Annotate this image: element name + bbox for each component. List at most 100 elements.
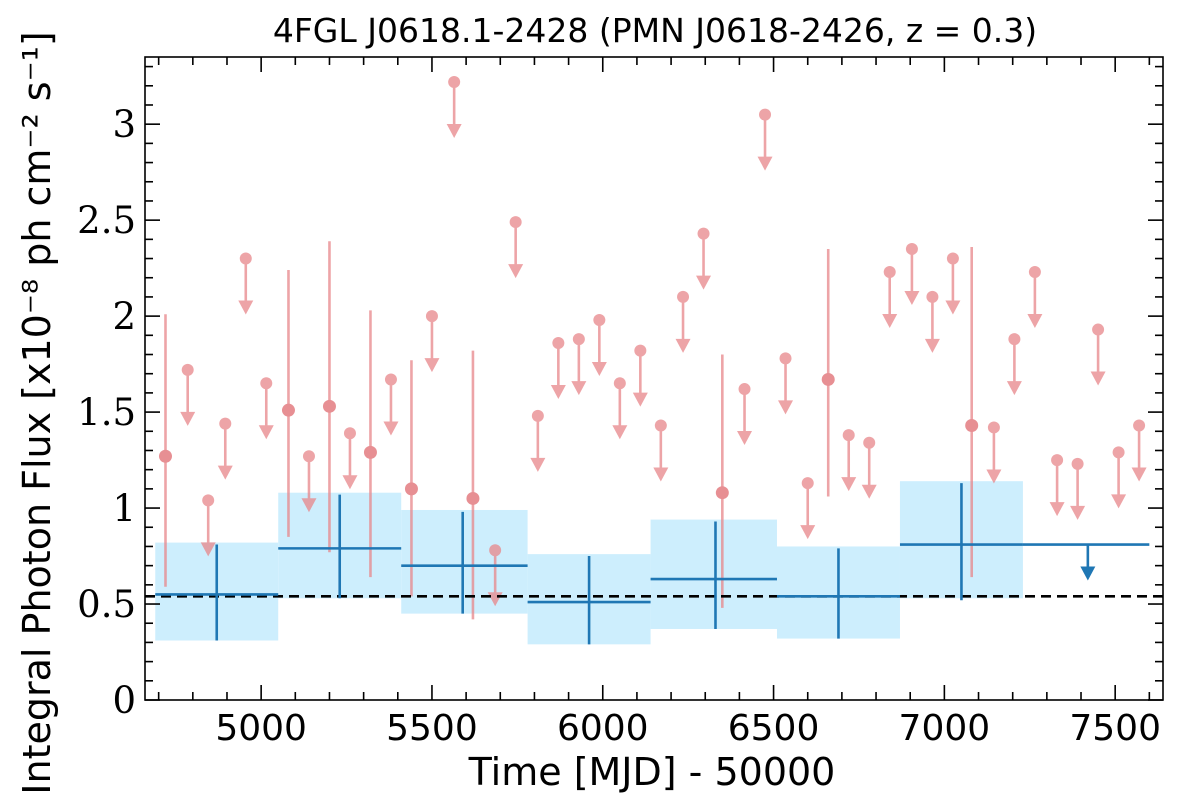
short-bin-upper-limit bbox=[508, 216, 524, 279]
short-bin-upper-limit bbox=[550, 336, 566, 399]
upper-limit-arrowhead bbox=[508, 264, 524, 279]
upper-limit-point bbox=[946, 252, 959, 265]
upper-limit-arrowhead bbox=[757, 156, 773, 171]
upper-limit-point bbox=[883, 265, 896, 278]
upper-limit-arrowhead bbox=[632, 392, 648, 407]
upper-limit-point bbox=[987, 421, 1000, 434]
upper-limit-arrowhead bbox=[180, 411, 196, 426]
upper-limit-point bbox=[801, 477, 814, 490]
upper-limit-point bbox=[1133, 419, 1146, 432]
upper-limit-point bbox=[779, 352, 792, 365]
upper-limit-arrowhead bbox=[612, 425, 628, 440]
short-bin-upper-limit bbox=[696, 227, 712, 290]
y-tick-label: 1 bbox=[112, 487, 136, 530]
short-bin-upper-limit bbox=[841, 429, 857, 492]
upper-limit-point bbox=[448, 75, 461, 88]
y-tick-label: 1.5 bbox=[77, 391, 136, 434]
long-bin-measurement bbox=[278, 494, 402, 599]
short-bin-upper-limit bbox=[800, 477, 816, 540]
short-bin-detection bbox=[158, 314, 172, 587]
y-axis-label: Integral Photon Flux [x10⁻⁸ ph cm⁻² s⁻¹] bbox=[15, 31, 59, 794]
long-bin-measurement bbox=[527, 556, 651, 645]
detection-point bbox=[466, 491, 480, 505]
detection-point bbox=[158, 449, 172, 463]
upper-limit-arrowhead bbox=[1111, 494, 1127, 509]
short-bin-detection bbox=[363, 310, 377, 578]
upper-limit-point bbox=[219, 417, 232, 430]
short-bin-detection bbox=[965, 247, 979, 578]
short-bin-upper-limit bbox=[675, 290, 691, 353]
upper-limit-arrowhead bbox=[653, 467, 669, 482]
short-bin-upper-limit bbox=[1131, 419, 1147, 482]
short-bin-upper-limit bbox=[1090, 323, 1106, 386]
plot-area bbox=[145, 75, 1163, 645]
short-bin-upper-limit bbox=[446, 75, 462, 138]
y-tick-label: 2 bbox=[112, 295, 136, 338]
upper-limit-point bbox=[738, 383, 751, 396]
long-bin-upper-limit bbox=[1022, 543, 1150, 581]
short-bin-upper-limit bbox=[180, 363, 196, 426]
upper-limit-point bbox=[302, 450, 315, 463]
long-bin-measurement bbox=[776, 548, 900, 639]
upper-limit-point bbox=[634, 344, 647, 357]
upper-limit-arrowhead bbox=[986, 469, 1002, 484]
upper-limit-arrowhead bbox=[446, 123, 462, 138]
short-bin-upper-limit bbox=[945, 252, 961, 315]
short-bin-detection bbox=[821, 248, 835, 497]
upper-limit-point bbox=[593, 313, 606, 326]
upper-limit-arrowhead bbox=[861, 484, 877, 499]
y-tick-label: 0.5 bbox=[77, 583, 136, 626]
upper-limit-point bbox=[572, 333, 585, 346]
short-bin-upper-limit bbox=[653, 419, 669, 482]
short-bin-upper-limit bbox=[301, 450, 317, 513]
x-tick-label: 6000 bbox=[557, 708, 649, 749]
y-tick-label: 0 bbox=[112, 679, 136, 722]
x-tick-label: 7000 bbox=[899, 708, 991, 749]
detection-point bbox=[363, 445, 377, 459]
plot-frame bbox=[144, 56, 1164, 701]
upper-limit-point bbox=[260, 377, 273, 390]
short-bin-upper-limit bbox=[924, 290, 940, 353]
upper-limit-arrowhead bbox=[945, 300, 961, 315]
upper-limit-arrowhead bbox=[550, 384, 566, 399]
upper-limit-point bbox=[842, 429, 855, 442]
short-bin-upper-limit bbox=[861, 436, 877, 499]
x-tick-label: 7500 bbox=[1069, 708, 1161, 749]
short-bin-upper-limit bbox=[1070, 457, 1086, 520]
short-bin-upper-limit bbox=[424, 310, 440, 373]
upper-limit-point bbox=[926, 290, 939, 303]
flux-band bbox=[650, 519, 777, 629]
upper-limit-point bbox=[677, 290, 690, 303]
upper-limit-arrowhead bbox=[904, 290, 920, 305]
upper-limit-point bbox=[1008, 333, 1021, 346]
upper-limit-point bbox=[613, 377, 626, 390]
upper-limit-point bbox=[509, 216, 522, 229]
short-bin-upper-limit bbox=[1111, 446, 1127, 509]
detection-point bbox=[322, 399, 336, 413]
chart-title: 4FGL J0618.1-2428 (PMN J0618-2426, z = 0… bbox=[273, 11, 1037, 50]
short-bin-detection bbox=[322, 241, 336, 553]
short-bin-detection bbox=[281, 270, 295, 537]
y-tick-label: 2.5 bbox=[77, 199, 136, 242]
short-bin-upper-limit bbox=[1006, 333, 1022, 396]
long-bin-measurement bbox=[650, 521, 777, 629]
upper-limit-point bbox=[863, 436, 876, 449]
short-bin-upper-limit bbox=[238, 252, 254, 315]
upper-limit-arrowhead bbox=[530, 457, 546, 472]
upper-limit-point bbox=[239, 252, 252, 265]
upper-limit-point bbox=[1071, 457, 1084, 470]
detection-point bbox=[281, 403, 295, 417]
long-bin-arrowhead bbox=[1080, 566, 1096, 581]
upper-limit-point bbox=[489, 544, 502, 557]
upper-limit-point bbox=[654, 419, 667, 432]
upper-limit-arrowhead bbox=[800, 525, 816, 540]
upper-limit-point bbox=[759, 108, 772, 121]
short-bin-upper-limit bbox=[200, 494, 216, 557]
upper-limit-point bbox=[905, 242, 918, 255]
upper-limit-point bbox=[1112, 446, 1125, 459]
long-bin-measurement bbox=[155, 544, 279, 641]
upper-limit-arrowhead bbox=[1006, 381, 1022, 396]
upper-limit-point bbox=[1028, 265, 1041, 278]
upper-limit-arrowhead bbox=[1131, 467, 1147, 482]
